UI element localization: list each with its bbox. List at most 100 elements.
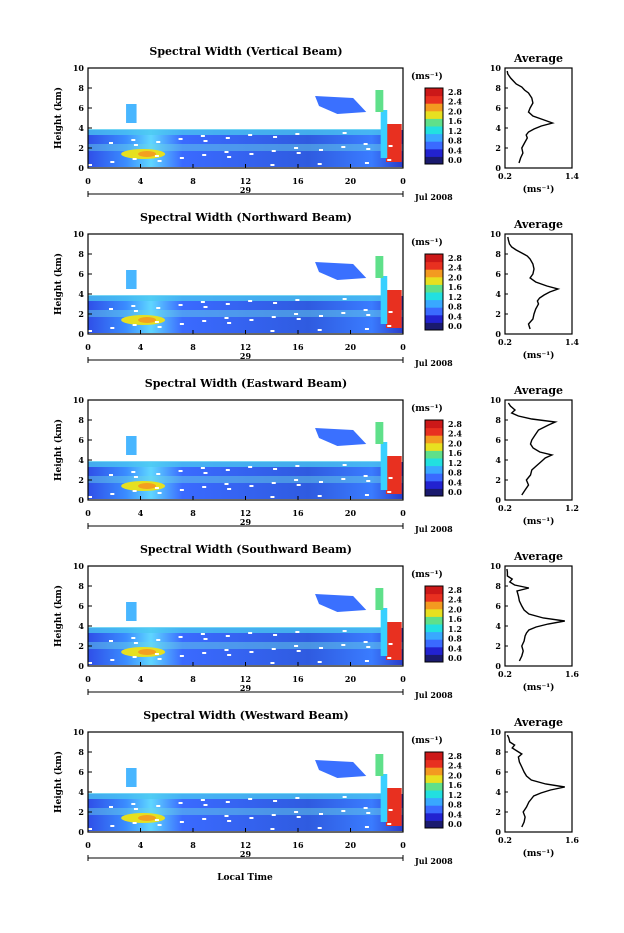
colorbar-tick-label: 2.8	[448, 585, 462, 595]
data-gap	[224, 483, 229, 485]
colorbar-unit: (ms⁻¹)	[411, 735, 443, 746]
colorbar-segment	[425, 608, 443, 617]
data-gap	[131, 305, 136, 307]
x-tick-label: 4	[138, 674, 144, 684]
y-tick-label: 6	[78, 435, 84, 445]
colorbar-unit: (ms⁻¹)	[411, 71, 443, 82]
colorbar-tick-label: 0.0	[448, 653, 462, 663]
panel-title: Spectral Width (Westward Beam)	[143, 709, 348, 722]
x-tick-label: 0	[400, 840, 406, 850]
data-gap	[200, 301, 205, 303]
data-gap	[225, 137, 230, 139]
avg-y-tick-label: 0	[495, 163, 501, 173]
data-gap	[342, 132, 347, 134]
colorbar-frame	[424, 585, 444, 663]
colorbar-segment	[425, 782, 443, 791]
colorbar-tick-label: 0.0	[448, 819, 462, 829]
colorbar-tick-label: 0.0	[448, 155, 462, 165]
data-gap	[388, 145, 393, 147]
colorbar-segment	[425, 118, 443, 127]
heatmap-field	[88, 422, 403, 499]
panel-title: Spectral Width (Northward Beam)	[140, 211, 352, 224]
x-tick-label: 12	[240, 508, 251, 518]
data-gap	[270, 828, 275, 830]
colorbar-segment	[425, 435, 443, 444]
avg-x-tick-label: 0.2	[498, 337, 512, 347]
average-profile: Average 0 2 4 6 8 10 0.2 1.4 (ms⁻¹)	[490, 218, 580, 361]
data-gap	[296, 816, 301, 818]
feature-18h-high	[315, 594, 367, 612]
x-tick-label: 0	[85, 840, 91, 850]
panel-4: Spectral Width (Southward Beam) 0 2 4 6 8 10 He…	[53, 543, 579, 700]
feature-22h-high	[375, 754, 384, 776]
y-tick-label: 2	[78, 309, 84, 319]
month-label: Jul 2008	[414, 524, 453, 534]
y-tick-label: 0	[78, 163, 84, 173]
colorbar-segment	[425, 473, 443, 482]
x-tick-label: 0	[85, 176, 91, 186]
colorbar-segment	[425, 797, 443, 806]
data-gap	[110, 659, 115, 661]
y-tick-label: 8	[78, 747, 84, 757]
avg-y-tick-label: 0	[495, 495, 501, 505]
data-gap	[295, 465, 300, 467]
feature-18h-high	[315, 428, 367, 446]
data-gap	[248, 466, 253, 468]
colorbar-tick-label: 1.6	[448, 780, 462, 790]
data-gap	[366, 314, 371, 316]
y-tick-label: 4	[78, 455, 84, 465]
data-gap	[200, 799, 205, 801]
colorbar-segment	[425, 276, 443, 285]
data-gap	[227, 156, 232, 158]
colorbar-unit: (ms⁻¹)	[411, 569, 443, 580]
data-gap	[363, 143, 368, 145]
data-gap	[363, 309, 368, 311]
colorbar-tick-label: 2.0	[448, 770, 462, 780]
average-title: Average	[513, 218, 563, 231]
avg-x-axis-label: (ms⁻¹)	[523, 516, 555, 527]
data-gap	[109, 640, 113, 642]
average-frame	[504, 565, 573, 667]
panel-title: Spectral Width (Southward Beam)	[140, 543, 352, 556]
data-gap	[131, 139, 136, 141]
data-gap	[133, 808, 138, 810]
colorbar-segment	[425, 790, 443, 799]
x-tick-label: 16	[292, 508, 304, 518]
data-gap	[157, 326, 162, 328]
month-label: Jul 2008	[414, 192, 453, 202]
data-gap	[132, 324, 137, 326]
x-tick-label: 20	[345, 176, 357, 186]
y-tick-label: 4	[78, 123, 84, 133]
avg-y-tick-label: 6	[495, 103, 501, 113]
feature-0h-edge	[380, 608, 388, 656]
data-gap	[366, 148, 371, 150]
data-gap	[178, 304, 183, 306]
data-gap	[203, 638, 208, 640]
x-tick-label: 0	[400, 342, 406, 352]
data-gap	[363, 475, 368, 477]
avg-y-tick-label: 8	[495, 83, 501, 93]
data-gap	[366, 812, 371, 814]
y-tick-label: 6	[78, 103, 84, 113]
colorbar-tick-label: 2.0	[448, 604, 462, 614]
data-gap	[342, 464, 347, 466]
data-gap	[249, 485, 254, 487]
feature-0h-red	[385, 456, 402, 494]
colorbar-tick-label: 0.4	[448, 145, 462, 155]
data-gap	[203, 140, 208, 142]
data-gap	[154, 653, 159, 655]
data-gap	[202, 486, 207, 488]
data-gap	[317, 163, 322, 165]
data-gap	[133, 144, 138, 146]
data-gap	[132, 656, 137, 658]
avg-y-tick-label: 6	[495, 767, 501, 777]
x-tick-label: 16	[292, 840, 304, 850]
colorbar-tick-label: 0.8	[448, 136, 462, 146]
avg-x-tick-label: 1.6	[565, 835, 579, 845]
data-gap	[133, 476, 138, 478]
data-gap	[295, 631, 300, 633]
avg-y-tick-label: 6	[495, 269, 501, 279]
data-gap	[319, 315, 323, 317]
